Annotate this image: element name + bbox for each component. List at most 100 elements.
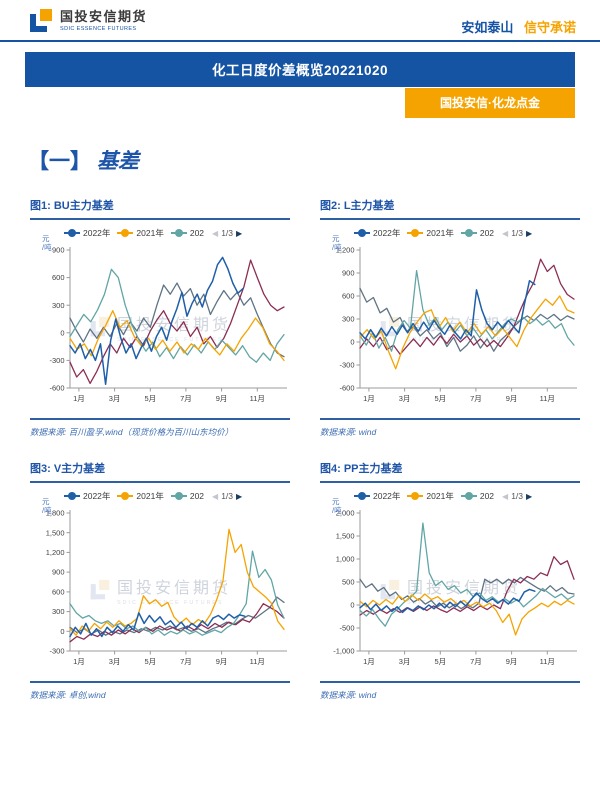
axes: [359, 510, 577, 652]
title-underline: [320, 218, 580, 220]
x-tick-label: 7月: [470, 394, 482, 403]
legend-dot: [464, 492, 473, 500]
legend-mark-icon: [407, 229, 424, 237]
legend-dot: [174, 492, 183, 500]
y-tick-label: -500: [339, 624, 354, 633]
plot-svg: 900 600 300 0 -300 -600 1月 3月 5月 7月 9月 11月: [49, 246, 287, 403]
y-tick-label: 600: [342, 292, 355, 301]
pager-next-icon[interactable]: ▶: [526, 491, 533, 501]
chart-legend: 2022年 2021年 202 ◀ 1/3 ▶: [64, 490, 242, 502]
title-underline: [30, 218, 290, 220]
y-tick-label: -300: [339, 361, 354, 370]
slogan: 安如泰山 信守承诺: [461, 17, 576, 36]
chart-legend: 2022年 2021年 202 ◀ 1/3 ▶: [64, 227, 242, 239]
legend-item-2021年: 2021年: [407, 490, 454, 502]
y-tick-label: 2,000: [336, 509, 355, 518]
company-name-cn: 国投安信期货: [60, 9, 148, 25]
series-line-extra-slate: [69, 282, 285, 358]
y-tick-label: 1,000: [336, 555, 355, 564]
legend-mark-icon: [354, 229, 370, 237]
data-source: 数据来源: wind: [320, 690, 377, 700]
y-tick-label: 0: [60, 328, 64, 337]
series-line-y2021: [69, 310, 285, 362]
brand-ribbon: 国投安信·化龙点金: [405, 88, 575, 118]
bottom-rule: [30, 418, 290, 420]
y-tick-label: -300: [49, 647, 64, 656]
y-tick-label: 0: [60, 627, 64, 636]
legend-label: 2021年: [426, 228, 454, 238]
legend-dot: [411, 492, 420, 500]
pager-label: 1/3: [221, 491, 234, 501]
pager-next-icon[interactable]: ▶: [236, 228, 243, 238]
series-line-y2021: [359, 295, 575, 370]
plot-svg: 1,200 900 600 300 0 -300 -600 1月 3月 5月 7月 9月 11月: [336, 246, 577, 403]
legend-pager: ◀ 1/3 ▶: [502, 228, 532, 238]
figure-title: 图4: PP主力基差: [320, 463, 403, 475]
chart-legend: 2022年 2021年 202 ◀ 1/3 ▶: [354, 490, 532, 502]
y-tick-label: 1,800: [46, 509, 65, 518]
series-line-y2020: [69, 550, 285, 636]
x-tick-label: 3月: [109, 394, 121, 403]
legend-mark-icon: [460, 229, 477, 237]
series-line-extra-maroon: [69, 603, 285, 643]
pager-prev-icon[interactable]: ◀: [212, 491, 219, 501]
series-line-extra-maroon: [69, 259, 285, 385]
legend-dot: [358, 492, 366, 500]
legend-dot: [121, 229, 130, 237]
report-banner: 化工日度价差概览20221020: [25, 52, 575, 87]
legend-mark-icon: [117, 229, 134, 237]
legend-item-2022年: 2022年: [354, 490, 400, 502]
plot-svg: 1,800 1,500 1,200 900 600 300 0 -300 1月 3月 5月 7月 9月 1…: [46, 509, 287, 666]
company-name-en: SDIC ESSENCE FUTURES: [60, 25, 137, 32]
y-tick-label: 1,200: [46, 548, 65, 557]
legend-mark-icon: [354, 492, 370, 500]
legend-mark-icon: [64, 229, 80, 237]
x-tick-label: 11月: [250, 394, 265, 403]
company-logo: 国投安信期货 SDIC ESSENCE FUTURES: [28, 8, 147, 34]
figure-grid: 图1: BU主力基差 国投安信期货 SDIC ESSENCE FUTURES 202…: [30, 197, 600, 701]
y-tick-label: 600: [52, 588, 65, 597]
legend-mark-icon: [170, 492, 187, 500]
x-tick-label: 11月: [540, 394, 555, 403]
y-tick-label: 0: [350, 601, 354, 610]
pager-prev-icon[interactable]: ◀: [502, 228, 509, 238]
section-marker: 【一】: [28, 148, 91, 173]
legend-item-202: 202: [170, 228, 205, 238]
legend-label: 202: [189, 228, 205, 238]
x-tick-label: 3月: [399, 657, 411, 666]
legend-label: 202: [479, 228, 495, 238]
chart-v-basis: 国投安信期货 SDIC ESSENCE FUTURES 2022年 2021年 202 ◀…: [30, 483, 290, 681]
legend-item-2022年: 2022年: [64, 227, 110, 239]
axis-unit-label: 元/吨: [332, 234, 342, 252]
legend-item-202: 202: [460, 491, 495, 501]
plot-svg: 2,000 1,500 1,000 500 0 -500 -1,000 1月 3月 5月 7月 9月 1…: [333, 509, 577, 666]
series-line-y2021: [359, 593, 575, 636]
legend-label: 2021年: [136, 491, 164, 501]
legend-dot: [174, 229, 183, 237]
y-tick-label: 300: [342, 315, 355, 324]
x-tick-label: 5月: [434, 657, 446, 666]
x-tick-label: 11月: [540, 657, 555, 666]
section-title: 【一】 基差: [28, 145, 600, 175]
legend-mark-icon: [117, 492, 134, 500]
figure-panel-1: 图1: BU主力基差 国投安信期货 SDIC ESSENCE FUTURES 202…: [30, 197, 290, 438]
pager-prev-icon[interactable]: ◀: [212, 228, 219, 238]
legend-pager: ◀ 1/3 ▶: [212, 491, 242, 501]
legend-item-2021年: 2021年: [117, 490, 164, 502]
series-line-extra-maroon: [359, 556, 575, 616]
pager-prev-icon[interactable]: ◀: [502, 491, 509, 501]
x-tick-label: 11月: [250, 657, 265, 666]
pager-next-icon[interactable]: ▶: [526, 228, 533, 238]
legend-label: 202: [479, 491, 495, 501]
axis-unit-label: 元/吨: [42, 497, 52, 515]
legend-mark-icon: [64, 492, 80, 500]
series-line-y2020: [359, 270, 575, 352]
y-tick-label: 600: [52, 273, 65, 282]
company-logo-icon: [30, 9, 52, 32]
title-underline: [320, 481, 580, 483]
legend-item-2022年: 2022年: [64, 490, 110, 502]
pager-next-icon[interactable]: ▶: [236, 491, 243, 501]
legend-label: 2021年: [136, 228, 164, 238]
x-tick-label: 1月: [73, 657, 85, 666]
y-tick-label: 500: [342, 578, 355, 587]
